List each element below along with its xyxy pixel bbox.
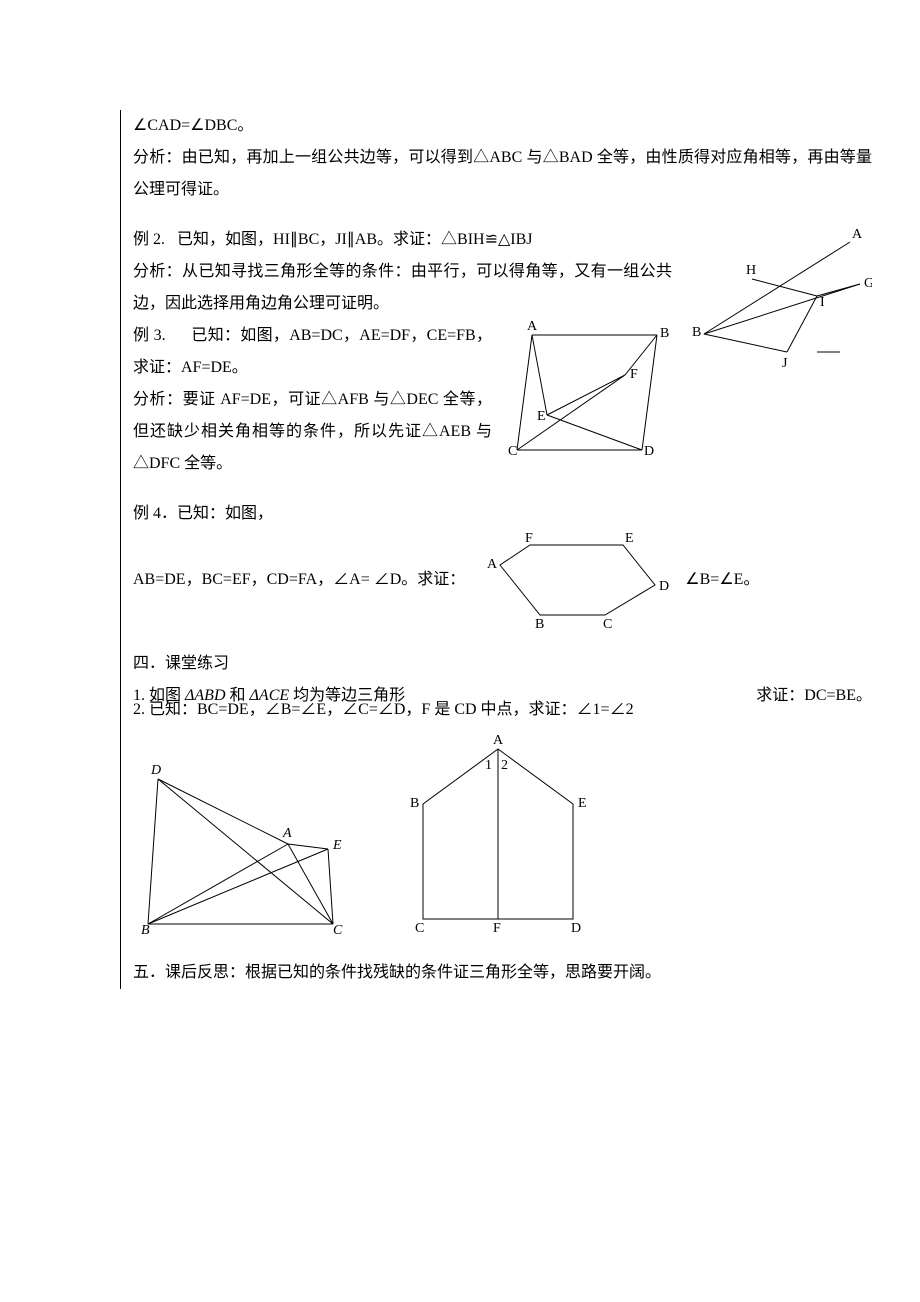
svg-text:B: B (535, 617, 544, 630)
svg-text:D: D (659, 579, 669, 594)
svg-text:E: E (578, 796, 587, 811)
svg-text:B: B (692, 325, 701, 340)
svg-text:I: I (820, 295, 825, 310)
svg-text:C: C (415, 921, 424, 936)
example-2-given: 已知，如图，HI∥BC，JI∥AB。求证：△BIH≌△IBJ (177, 231, 533, 248)
exercise-diagrams: D A E B C A 1 (133, 734, 872, 939)
example-2-title: 例 2. (133, 231, 165, 248)
example-3-title: 例 3. (133, 327, 166, 344)
exercise-2-figure: A 1 2 B E C F D (393, 734, 603, 939)
example-3-given: 已知：如图，AB=DC，AE=DF，CE=FB，求证：AF=DE。 (133, 327, 492, 376)
svg-text:F: F (630, 367, 638, 382)
svg-text:A: A (852, 227, 863, 242)
intro-line-2: 分析：由已知，再加上一组公共边等，可以得到△ABC 与△BAD 全等，由性质得对… (133, 142, 872, 206)
example-4-given-left: AB=DE，BC=EF，CD=FA，∠A= ∠D。求证： (133, 564, 465, 596)
exercise-1-right: 求证：DC=BE。 (756, 680, 872, 712)
svg-text:A: A (487, 557, 498, 572)
svg-text:C: C (333, 923, 343, 938)
page: ∠CAD=∠DBC。 分析：由已知，再加上一组公共边等，可以得到△ABC 与△B… (0, 0, 920, 1029)
section-5-text: 五．课后反思：根据已知的条件找残缺的条件证三角形全等，思路要开阔。 (133, 957, 872, 989)
svg-text:B: B (660, 326, 669, 341)
svg-text:D: D (571, 921, 581, 936)
svg-text:G: G (864, 276, 872, 291)
svg-text:2: 2 (501, 758, 508, 773)
example-2-figure: A H G I B J (682, 224, 872, 374)
example-3-figure: A B F E C D (502, 320, 672, 460)
content-cell: ∠CAD=∠DBC。 分析：由已知，再加上一组公共边等，可以得到△ABC 与△B… (120, 110, 880, 989)
svg-text:E: E (537, 409, 546, 424)
example-4-figure: A B C D E F (475, 530, 675, 630)
svg-text:E: E (625, 531, 634, 546)
example-4-given-right: ∠B=∠E。 (685, 564, 759, 596)
svg-text:B: B (141, 923, 150, 938)
example-2-block: A H G I B J 例 2. 已知，如图，HI∥BC，JI∥AB。求证：△B… (133, 224, 872, 320)
example-4-row: AB=DE，BC=EF，CD=FA，∠A= ∠D。求证： A B C D E F (133, 530, 872, 630)
svg-text:C: C (603, 617, 612, 630)
svg-text:E: E (332, 838, 342, 853)
intro-line-1: ∠CAD=∠DBC。 (133, 110, 872, 142)
svg-text:J: J (782, 356, 788, 371)
svg-text:F: F (525, 531, 533, 546)
section-4-heading: 四．课堂练习 (133, 648, 872, 680)
svg-text:F: F (493, 921, 501, 936)
svg-text:A: A (527, 320, 538, 334)
example-4-title: 例 4．已知：如图， (133, 498, 872, 530)
svg-text:D: D (150, 763, 161, 778)
svg-text:C: C (508, 444, 517, 459)
svg-text:1: 1 (485, 758, 492, 773)
svg-text:A: A (282, 826, 292, 841)
svg-text:B: B (410, 796, 419, 811)
svg-text:H: H (746, 263, 756, 278)
svg-text:A: A (493, 734, 504, 748)
exercise-1-figure: D A E B C (133, 749, 363, 939)
svg-text:D: D (644, 444, 654, 459)
